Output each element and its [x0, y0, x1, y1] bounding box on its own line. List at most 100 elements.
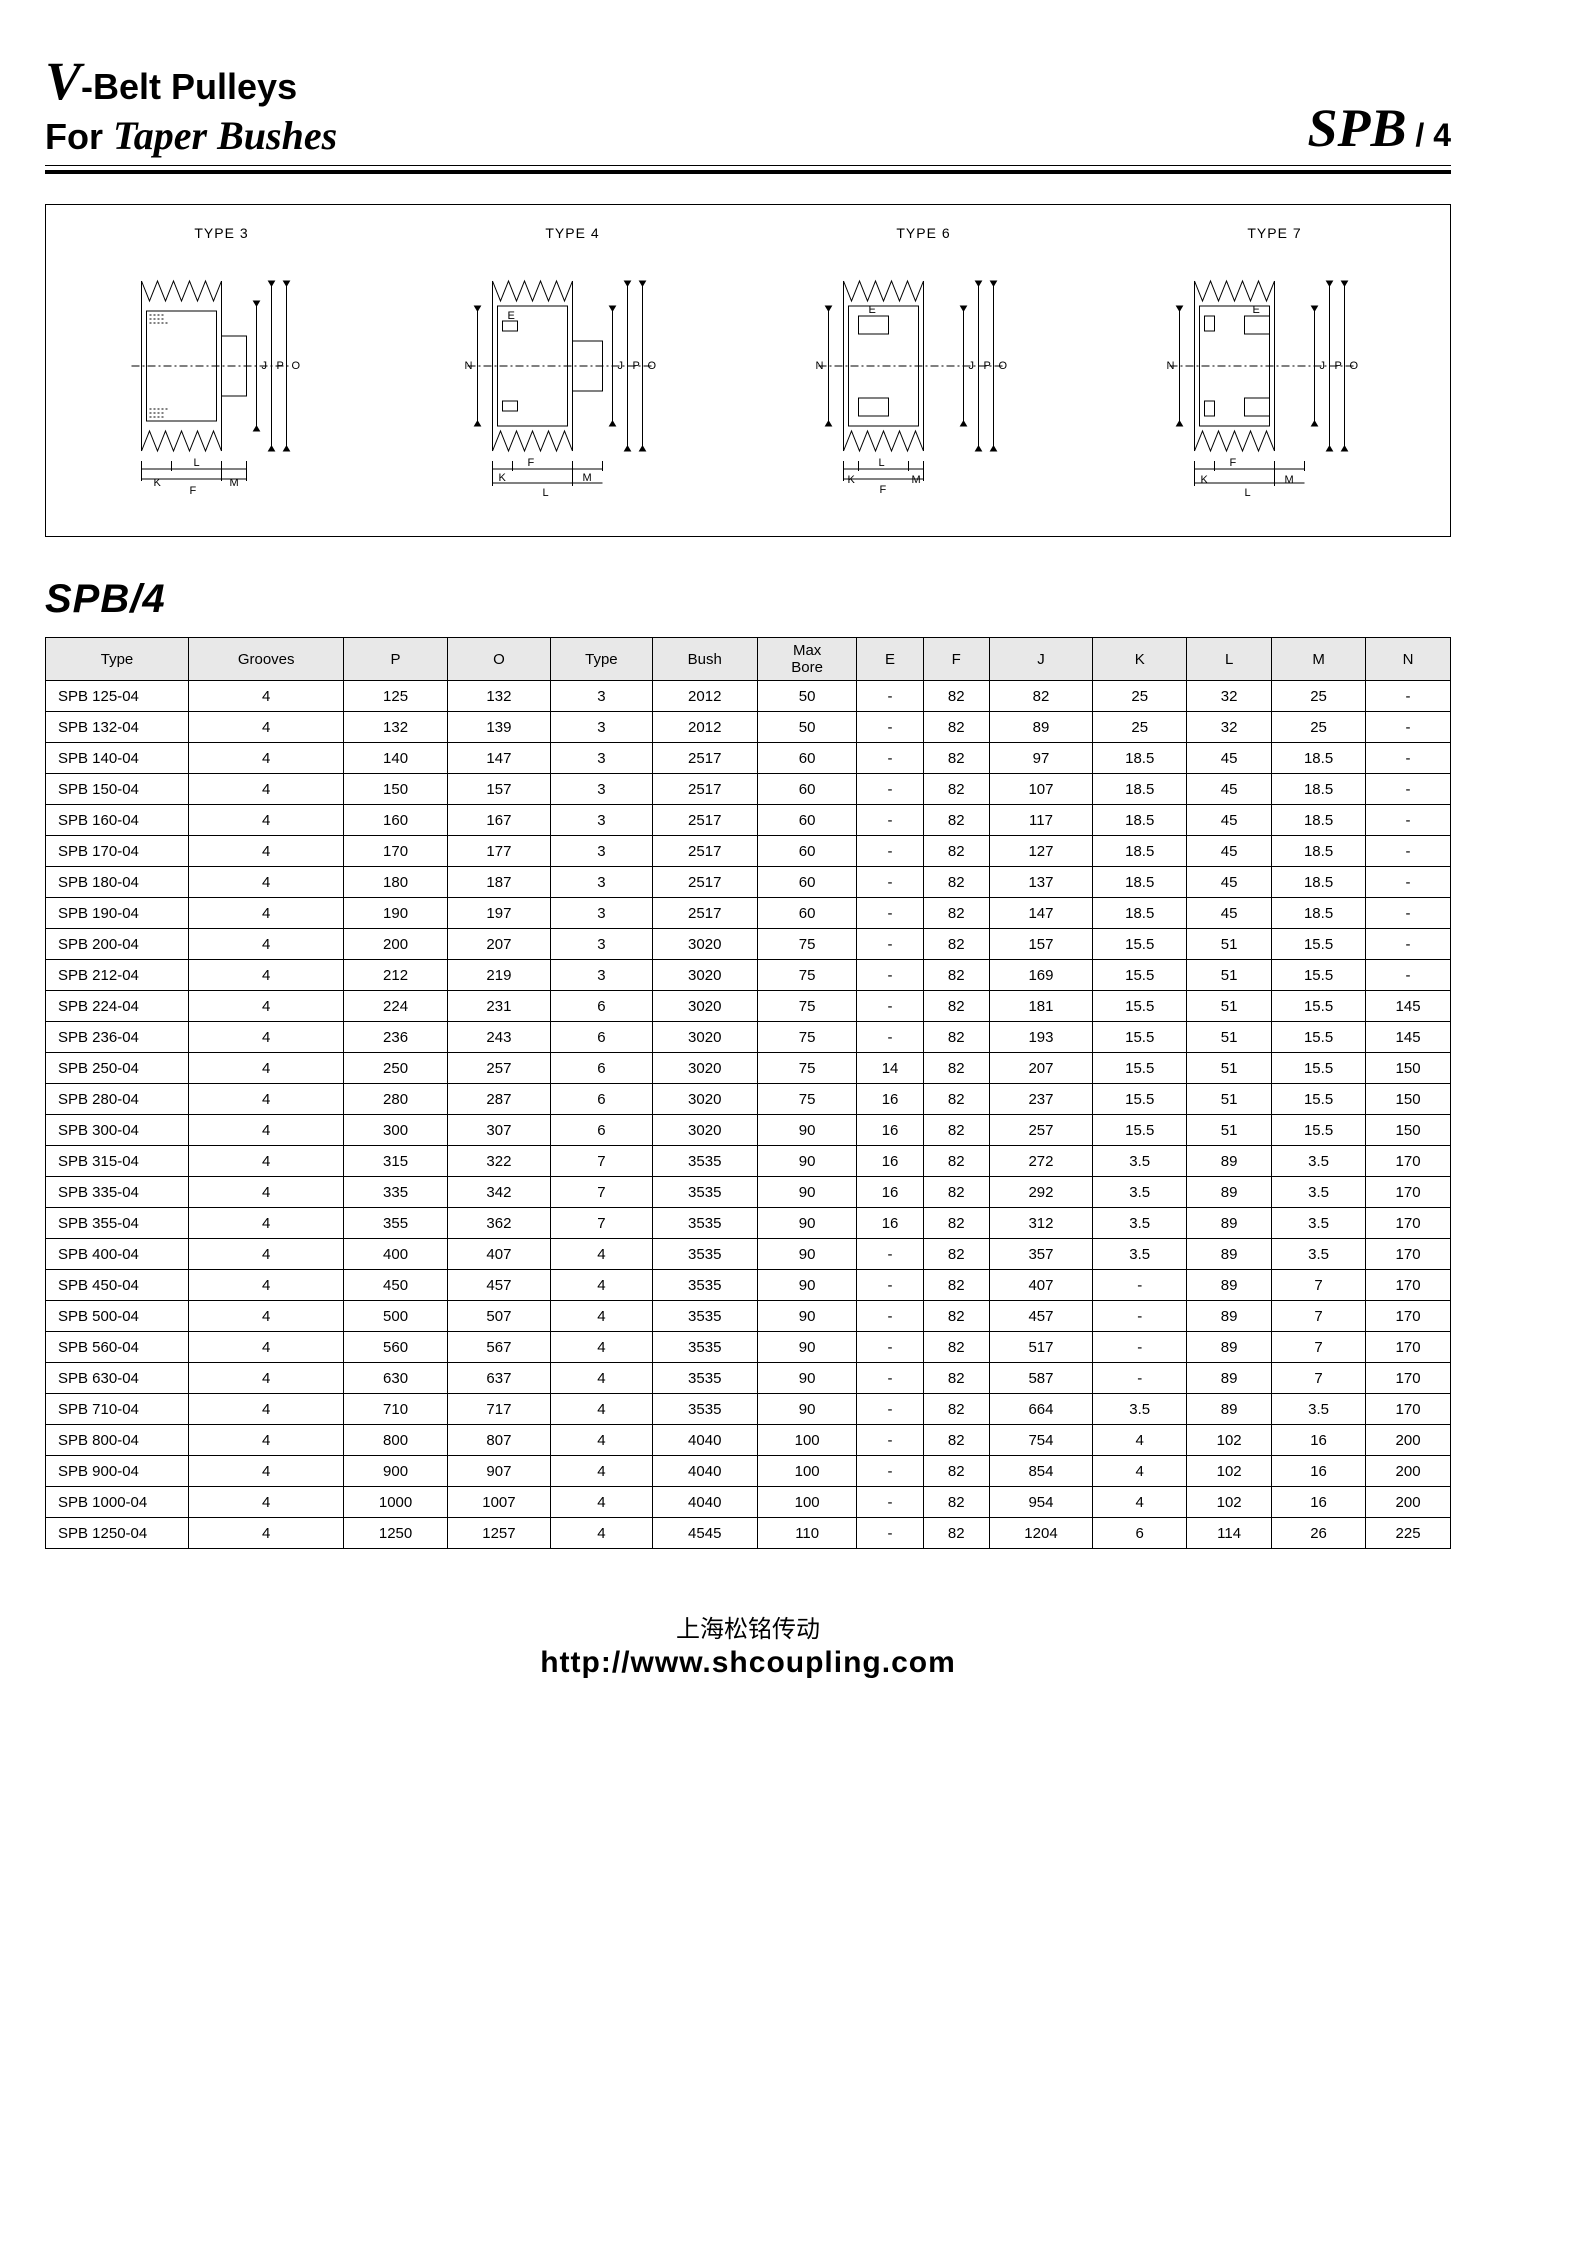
table-cell: 2517	[652, 743, 757, 774]
table-cell: 170	[344, 836, 447, 867]
svg-text:K: K	[1201, 474, 1209, 486]
table-cell: 6	[551, 1022, 653, 1053]
table-cell: 287	[447, 1084, 550, 1115]
table-cell: 207	[447, 929, 550, 960]
title-line1: -Belt Pulleys	[81, 66, 297, 107]
table-col-header: N	[1366, 638, 1451, 681]
table-cell: 954	[989, 1487, 1092, 1518]
table-cell: 18.5	[1093, 898, 1187, 929]
table-cell: 4	[189, 712, 344, 743]
table-cell: 4	[189, 1208, 344, 1239]
svg-text:L: L	[879, 457, 885, 469]
table-cell: SPB 500-04	[46, 1301, 189, 1332]
table-cell: 1007	[447, 1487, 550, 1518]
table-cell: 125	[344, 681, 447, 712]
table-cell: 637	[447, 1363, 550, 1394]
table-cell: SPB 450-04	[46, 1270, 189, 1301]
table-cell: 1204	[989, 1518, 1092, 1549]
title-taper: Taper Bushes	[113, 113, 337, 158]
table-cell: 45	[1187, 836, 1272, 867]
svg-text:M: M	[1285, 474, 1294, 486]
table-cell: 3020	[652, 929, 757, 960]
diagram-type3: TYPE 3	[56, 225, 387, 516]
svg-text:L: L	[1245, 487, 1251, 499]
table-cell: 102	[1187, 1456, 1272, 1487]
table-cell: SPB 150-04	[46, 774, 189, 805]
table-cell: 231	[447, 991, 550, 1022]
table-cell: 51	[1187, 1053, 1272, 1084]
table-cell: SPB 212-04	[46, 960, 189, 991]
table-cell: SPB 250-04	[46, 1053, 189, 1084]
section-title: SPB/4	[45, 577, 1451, 622]
table-cell: 560	[344, 1332, 447, 1363]
table-cell: 3020	[652, 960, 757, 991]
table-cell: 18.5	[1272, 743, 1366, 774]
svg-text:E: E	[1253, 304, 1260, 316]
table-cell: 16	[857, 1084, 923, 1115]
footer-cn: 上海松铭传动	[45, 1609, 1451, 1644]
table-cell: 272	[989, 1146, 1092, 1177]
table-cell: 335	[344, 1177, 447, 1208]
table-cell: 7	[1272, 1332, 1366, 1363]
table-cell: 150	[1366, 1084, 1451, 1115]
table-cell: 7	[1272, 1270, 1366, 1301]
svg-text:J: J	[262, 360, 268, 372]
table-cell: 89	[989, 712, 1092, 743]
svg-text:M: M	[583, 472, 592, 484]
table-cell: 15.5	[1093, 1115, 1187, 1146]
table-cell: 51	[1187, 1115, 1272, 1146]
table-cell: 82	[923, 1332, 989, 1363]
table-cell: 25	[1093, 681, 1187, 712]
table-row: SPB 236-0442362436302075-8219315.55115.5…	[46, 1022, 1451, 1053]
table-cell: 51	[1187, 929, 1272, 960]
diagram-type4: TYPE 4	[407, 225, 738, 516]
table-cell: 207	[989, 1053, 1092, 1084]
table-cell: 139	[447, 712, 550, 743]
table-cell: 51	[1187, 960, 1272, 991]
table-cell: SPB 710-04	[46, 1394, 189, 1425]
table-cell: 90	[757, 1394, 857, 1425]
table-row: SPB 1000-0441000100744040100-82954410216…	[46, 1487, 1451, 1518]
table-cell: 4	[189, 960, 344, 991]
table-cell: 25	[1093, 712, 1187, 743]
table-cell: 4	[189, 1518, 344, 1549]
table-cell: 15.5	[1272, 1084, 1366, 1115]
table-cell: 75	[757, 1084, 857, 1115]
table-cell: 82	[923, 1394, 989, 1425]
title-right: SPB / 4	[1307, 97, 1451, 159]
table-cell: 200	[344, 929, 447, 960]
table-cell: 4	[189, 1270, 344, 1301]
table-cell: 3	[551, 774, 653, 805]
table-cell: -	[1366, 681, 1451, 712]
table-cell: 170	[1366, 1270, 1451, 1301]
table-cell: 60	[757, 743, 857, 774]
table-cell: 15.5	[1272, 1022, 1366, 1053]
table-cell: -	[1093, 1270, 1187, 1301]
table-cell: 18.5	[1093, 774, 1187, 805]
table-cell: 82	[923, 1022, 989, 1053]
diagram-panel: TYPE 3	[45, 204, 1451, 537]
table-cell: 150	[1366, 1053, 1451, 1084]
table-cell: 82	[923, 743, 989, 774]
page-header: V-Belt Pulleys For Taper Bushes SPB / 4	[45, 50, 1451, 166]
table-cell: SPB 132-04	[46, 712, 189, 743]
table-cell: 117	[989, 805, 1092, 836]
table-cell: 82	[923, 1208, 989, 1239]
table-cell: 15.5	[1272, 1115, 1366, 1146]
table-cell: 292	[989, 1177, 1092, 1208]
table-cell: 900	[344, 1456, 447, 1487]
table-cell: 187	[447, 867, 550, 898]
table-row: SPB 132-0441321393201250-8289253225-	[46, 712, 1451, 743]
table-cell: 355	[344, 1208, 447, 1239]
table-cell: 4	[551, 1301, 653, 1332]
table-cell: 157	[989, 929, 1092, 960]
spec-table: TypeGroovesPOTypeBushMaxBoreEFJKLMN SPB …	[45, 637, 1451, 1549]
table-cell: 82	[923, 898, 989, 929]
table-cell: 102	[1187, 1487, 1272, 1518]
title-left: V-Belt Pulleys For Taper Bushes	[45, 50, 337, 159]
svg-text:F: F	[190, 485, 197, 497]
table-cell: 219	[447, 960, 550, 991]
table-cell: 3	[551, 805, 653, 836]
table-col-header: M	[1272, 638, 1366, 681]
table-cell: 315	[344, 1146, 447, 1177]
